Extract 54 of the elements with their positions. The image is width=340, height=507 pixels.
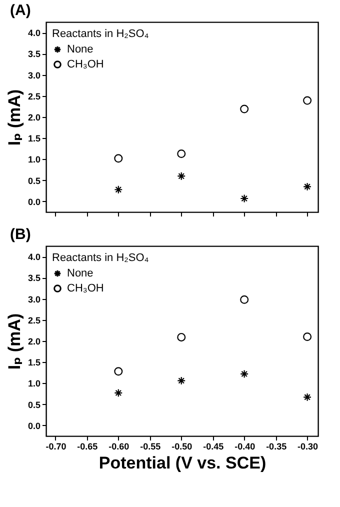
y-tick-label: 2.5 xyxy=(28,315,40,326)
x-tick-label: -0.50 xyxy=(172,442,192,452)
point xyxy=(114,154,123,163)
x-tick-label: -0.45 xyxy=(203,442,224,452)
legend-label: CH₃OH xyxy=(67,282,104,294)
point xyxy=(303,182,312,191)
y-tick-label: 0.0 xyxy=(28,196,40,207)
legend-title: Reactants in H₂SO₄ xyxy=(52,252,150,264)
y-axis-title: Iₚ (mA) xyxy=(4,89,24,146)
y-axis-title: Iₚ (mA) xyxy=(4,313,24,370)
point xyxy=(303,96,312,105)
x-axis-title: Potential (V vs. SCE) xyxy=(98,454,266,472)
y-tick-label: 2.0 xyxy=(28,336,40,346)
y-tick-label: 1.0 xyxy=(28,154,40,165)
x-tick-label: -0.35 xyxy=(266,442,287,452)
chart-title: (A) xyxy=(10,2,31,19)
y-tick-label: 1.5 xyxy=(28,358,40,368)
y-tick-label: 0.5 xyxy=(28,176,40,186)
point xyxy=(240,370,249,378)
y-tick-label: 0.5 xyxy=(28,400,40,410)
x-tick-label: -0.55 xyxy=(140,442,161,452)
point xyxy=(177,172,186,180)
y-tick-label: 3.5 xyxy=(28,49,40,60)
point xyxy=(114,388,123,398)
y-tick-label: 1.5 xyxy=(28,134,40,144)
point xyxy=(177,332,186,342)
legend-label: None xyxy=(67,268,94,280)
y-tick-label: 2.5 xyxy=(28,91,40,102)
y-tick-label: 3.5 xyxy=(28,273,40,284)
y-tick-label: 3.0 xyxy=(28,70,40,80)
x-tick-label: -0.70 xyxy=(46,442,66,452)
point xyxy=(303,392,312,402)
legend-label: CH₃OH xyxy=(67,58,104,70)
chart-title: (B) xyxy=(10,226,31,243)
point xyxy=(177,376,186,385)
point xyxy=(303,332,312,342)
point xyxy=(240,104,249,114)
legend-title: Reactants in H₂SO₄ xyxy=(52,28,150,40)
point xyxy=(240,295,249,304)
x-tick-label: -0.65 xyxy=(77,442,98,452)
y-tick-label: 4.0 xyxy=(28,252,40,262)
point xyxy=(240,194,249,203)
y-tick-label: 2.0 xyxy=(28,112,40,122)
x-tick-label: -0.40 xyxy=(234,442,256,452)
x-tick-label: -0.60 xyxy=(108,442,130,452)
point xyxy=(114,185,123,194)
y-tick-label: 3.0 xyxy=(28,294,40,304)
x-tick-label: -0.30 xyxy=(298,442,318,452)
y-tick-label: 4.0 xyxy=(28,28,40,38)
point xyxy=(114,367,123,376)
legend-label: None xyxy=(67,44,94,56)
point xyxy=(177,149,186,158)
y-tick-label: 1.0 xyxy=(28,378,40,389)
y-tick-label: 0.0 xyxy=(28,420,40,431)
